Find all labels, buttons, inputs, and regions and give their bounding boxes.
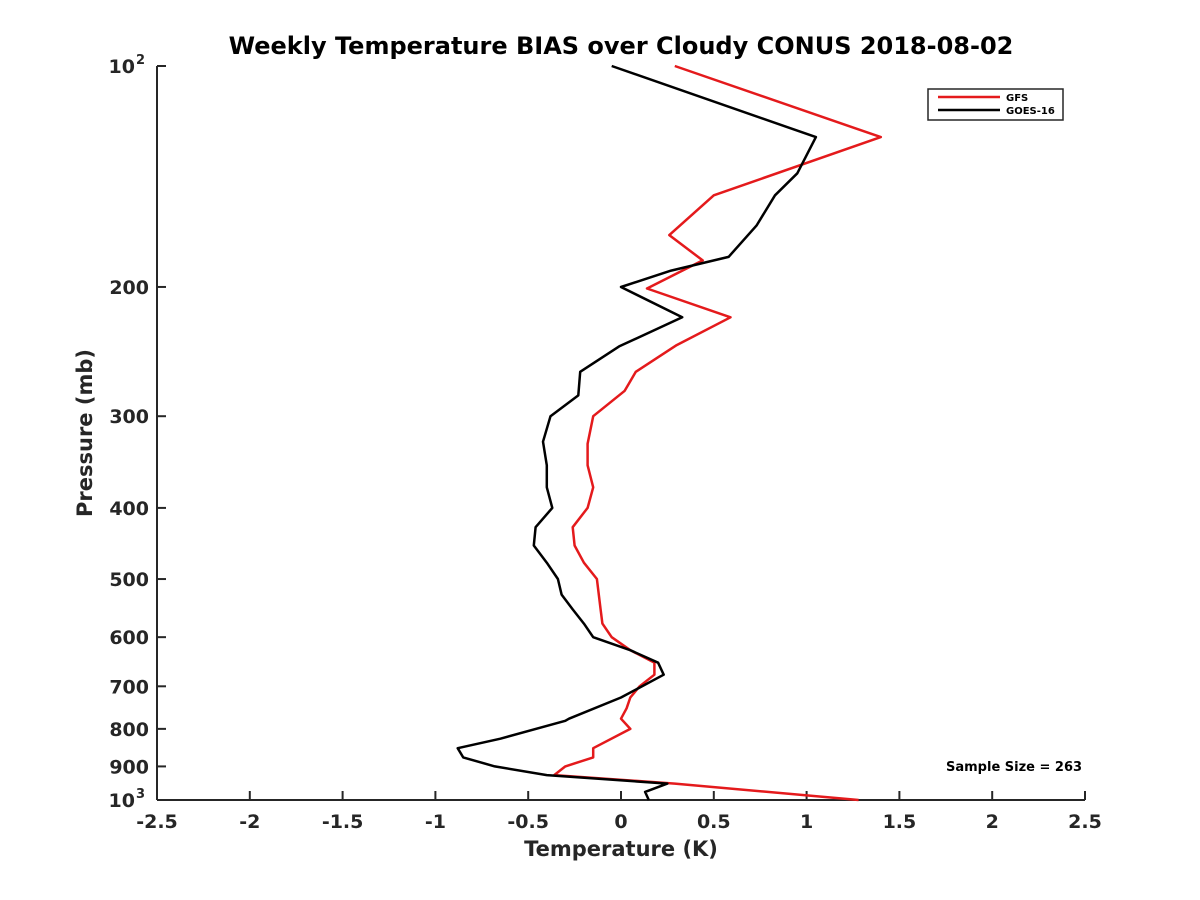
y-tick-label: 10 — [109, 56, 135, 78]
y-tick-exponent: 3 — [136, 787, 145, 802]
legend-box — [927, 88, 1064, 121]
x-tick-label: 1.5 — [883, 811, 917, 833]
legend-label-goes16: GOES-16 — [1006, 106, 1055, 117]
sample-size-annotation: Sample Size = 263 — [946, 760, 1082, 775]
chart-title: Weekly Temperature BIAS over Cloudy CONU… — [229, 32, 1014, 60]
y-tick-label: 10 — [109, 790, 135, 812]
legend-label-gfs: GFS — [1006, 93, 1028, 104]
legend: GFS GOES-16 — [927, 88, 1064, 121]
x-tick-label: -2.5 — [136, 811, 178, 833]
series-line-gfs — [552, 64, 883, 802]
x-axis-label: Temperature (K) — [524, 837, 718, 861]
x-tick-label: -2 — [239, 811, 260, 833]
y-tick-label: 700 — [109, 676, 149, 698]
y-tick-label: 600 — [109, 627, 149, 649]
x-tick-label: 1 — [800, 811, 813, 833]
y-tick-exponent: 2 — [136, 53, 145, 68]
y-tick-label: 300 — [109, 406, 149, 428]
x-tick-label: -0.5 — [507, 811, 549, 833]
plot-area: -2.5 -2 -1.5 -1 -0.5 0 0.5 1 1.5 2 2.510 2200300400… — [109, 53, 1102, 833]
y-tick-label: 200 — [109, 277, 149, 299]
series-line-goes16 — [456, 64, 818, 801]
x-tick-label: 0 — [614, 811, 627, 833]
y-axis-label: Pressure (mb) — [73, 349, 97, 517]
x-tick-label: 0.5 — [697, 811, 731, 833]
y-tick-label: 500 — [109, 569, 149, 591]
y-tick-label: 900 — [109, 756, 149, 778]
x-tick-label: -1 — [425, 811, 446, 833]
y-tick-label: 400 — [109, 498, 149, 520]
x-tick-label: 2.5 — [1068, 811, 1102, 833]
y-tick-label: 800 — [109, 719, 149, 741]
x-tick-label: 2 — [986, 811, 999, 833]
x-tick-label: -1.5 — [322, 811, 364, 833]
